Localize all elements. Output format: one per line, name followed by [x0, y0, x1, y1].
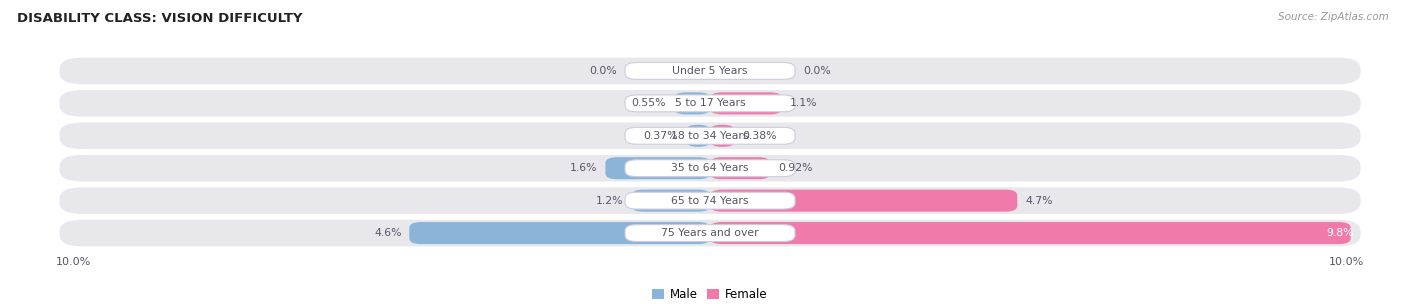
Text: 75 Years and over: 75 Years and over — [661, 228, 759, 238]
FancyBboxPatch shape — [626, 192, 794, 209]
Text: 0.0%: 0.0% — [803, 66, 831, 76]
Text: 4.6%: 4.6% — [374, 228, 402, 238]
Text: 0.55%: 0.55% — [631, 98, 666, 108]
Text: 4.7%: 4.7% — [1025, 196, 1053, 206]
FancyBboxPatch shape — [673, 92, 710, 114]
FancyBboxPatch shape — [626, 127, 794, 144]
FancyBboxPatch shape — [686, 125, 710, 147]
Text: 65 to 74 Years: 65 to 74 Years — [671, 196, 749, 206]
Text: 10.0%: 10.0% — [1329, 257, 1364, 268]
Text: 5 to 17 Years: 5 to 17 Years — [675, 98, 745, 108]
Text: DISABILITY CLASS: VISION DIFFICULTY: DISABILITY CLASS: VISION DIFFICULTY — [17, 12, 302, 25]
Text: 35 to 64 Years: 35 to 64 Years — [671, 163, 749, 173]
FancyBboxPatch shape — [626, 95, 794, 112]
Text: Under 5 Years: Under 5 Years — [672, 66, 748, 76]
FancyBboxPatch shape — [59, 187, 1361, 214]
FancyBboxPatch shape — [59, 90, 1361, 117]
FancyBboxPatch shape — [626, 225, 794, 241]
FancyBboxPatch shape — [710, 190, 1018, 212]
Text: 1.1%: 1.1% — [790, 98, 817, 108]
FancyBboxPatch shape — [710, 125, 735, 147]
FancyBboxPatch shape — [59, 220, 1361, 246]
Legend: Male, Female: Male, Female — [648, 283, 772, 304]
Text: 18 to 34 Years: 18 to 34 Years — [671, 131, 749, 141]
Text: 9.8%: 9.8% — [1326, 228, 1354, 238]
FancyBboxPatch shape — [626, 63, 794, 79]
FancyBboxPatch shape — [631, 190, 710, 212]
FancyBboxPatch shape — [710, 157, 770, 179]
Text: 0.92%: 0.92% — [778, 163, 813, 173]
Text: 10.0%: 10.0% — [56, 257, 91, 268]
FancyBboxPatch shape — [626, 160, 794, 177]
Text: 0.0%: 0.0% — [589, 66, 617, 76]
FancyBboxPatch shape — [409, 222, 710, 244]
FancyBboxPatch shape — [710, 222, 1351, 244]
FancyBboxPatch shape — [59, 123, 1361, 149]
FancyBboxPatch shape — [710, 92, 782, 114]
Text: 1.6%: 1.6% — [569, 163, 598, 173]
FancyBboxPatch shape — [59, 155, 1361, 181]
Text: Source: ZipAtlas.com: Source: ZipAtlas.com — [1278, 12, 1389, 22]
FancyBboxPatch shape — [59, 58, 1361, 84]
Text: 0.37%: 0.37% — [644, 131, 678, 141]
FancyBboxPatch shape — [606, 157, 710, 179]
Text: 0.38%: 0.38% — [742, 131, 778, 141]
Text: 1.2%: 1.2% — [596, 196, 624, 206]
